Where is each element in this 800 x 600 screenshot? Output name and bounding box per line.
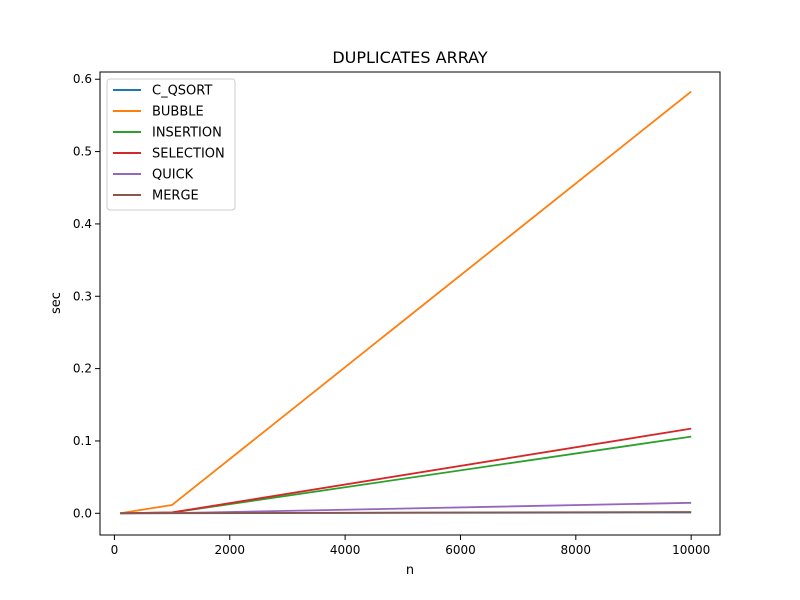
x-tick-label: 6000 (445, 543, 476, 557)
legend: C_QSORT BUBBLE INSERTION SELECTION QUICK MERG… (106, 78, 236, 211)
x-tick-label: 10000 (672, 543, 710, 557)
y-tick-label: 0.3 (73, 289, 92, 303)
x-axis: 0 2000 4000 6000 8000 10000 (111, 535, 710, 557)
x-tick-label: 8000 (561, 543, 592, 557)
legend-label: C_QSORT (152, 84, 212, 99)
y-tick-label: 0.4 (73, 217, 92, 231)
legend-items: C_QSORT BUBBLE INSERTION SELECTION QUICK MERG… (113, 84, 225, 204)
x-tick-label: 0 (111, 543, 119, 557)
y-tick-label: 0.5 (73, 145, 92, 159)
y-axis-label: sec (49, 292, 64, 314)
y-tick-label: 0.1 (73, 434, 92, 448)
y-tick-label: 0.2 (73, 362, 92, 376)
y-axis: 0.0 0.1 0.2 0.3 0.4 0.5 0.6 (73, 72, 100, 520)
x-axis-label: n (406, 563, 414, 578)
y-tick-label: 0.6 (73, 72, 92, 86)
legend-label: QUICK (152, 168, 194, 183)
legend-label: BUBBLE (152, 105, 204, 120)
axes-frame (99, 71, 721, 536)
chart-title: DUPLICATES ARRAY (332, 48, 488, 67)
series-line-bubble (120, 90, 692, 515)
x-tick-label: 2000 (214, 543, 245, 557)
legend-label: SELECTION (152, 147, 225, 162)
legend-label: MERGE (152, 189, 199, 204)
series-line-merge (120, 511, 692, 515)
plot-lines (120, 90, 692, 515)
x-tick-label: 4000 (330, 543, 361, 557)
y-tick-label: 0.0 (73, 506, 92, 520)
legend-label: INSERTION (152, 126, 222, 141)
